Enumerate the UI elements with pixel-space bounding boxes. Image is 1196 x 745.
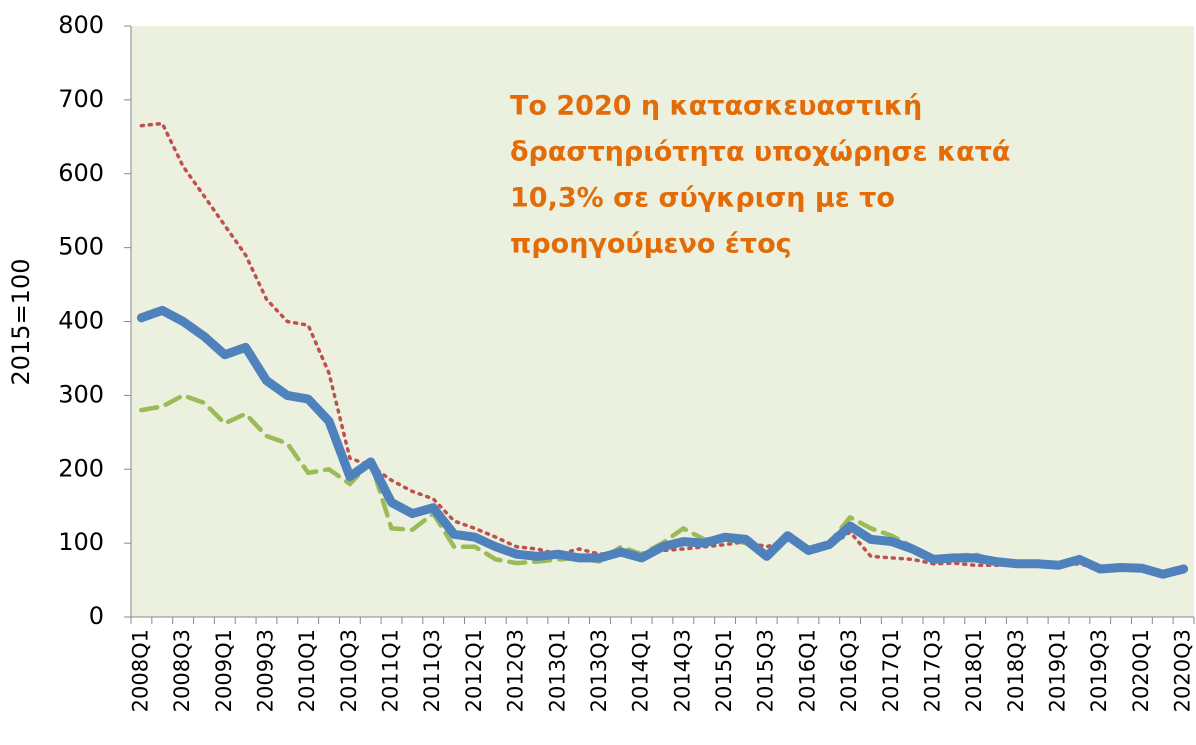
annotation: Το 2020 η κατασκευαστική	[510, 91, 922, 122]
x-tick-label: 2018Q3	[1004, 629, 1028, 712]
x-tick-label: 2020Q1	[1129, 629, 1153, 712]
x-tick-label: 2010Q1	[295, 629, 319, 712]
x-tick-label: 2015Q1	[712, 629, 736, 712]
y-tick-label: 200	[58, 454, 104, 482]
series-line	[136, 305, 1189, 579]
y-tick-label: 500	[58, 233, 104, 261]
x-tick-label: 2014Q3	[670, 629, 694, 712]
x-tick-label: 2014Q1	[629, 629, 653, 712]
x-tick-label: 2017Q1	[879, 629, 903, 712]
y-axis-label: 2015=100	[7, 259, 35, 386]
plot-area	[131, 26, 1194, 617]
x-tick-label: 2011Q3	[420, 629, 444, 712]
x-tick-label: 2016Q3	[837, 629, 861, 712]
annotation: προηγούμενο έτος	[510, 229, 792, 260]
x-tick-label: 2013Q3	[587, 629, 611, 712]
y-tick-label: 0	[89, 602, 104, 630]
x-tick-label: 2013Q1	[545, 629, 569, 712]
x-tick-label: 2018Q1	[962, 629, 986, 712]
y-tick-label: 700	[58, 85, 104, 113]
x-tick-label: 2016Q1	[795, 629, 819, 712]
x-tick-label: 2011Q1	[379, 629, 403, 712]
annotation: 10,3% σε σύγκριση με το	[510, 183, 895, 214]
series-line	[139, 121, 1186, 575]
y-tick-label: 800	[58, 11, 104, 39]
y-tick-label: 400	[58, 307, 104, 335]
y-tick-label: 100	[58, 528, 104, 556]
x-tick-label: 2009Q1	[212, 629, 236, 712]
x-tick-label: 2019Q1	[1046, 629, 1070, 712]
x-tick-label: 2020Q3	[1171, 629, 1195, 712]
x-tick-label: 2019Q3	[1087, 629, 1111, 712]
x-tick-label: 2009Q3	[253, 629, 277, 712]
annotation: δραστηριότητα υποχώρησε κατά	[510, 137, 1010, 168]
x-tick-label: 2017Q3	[920, 629, 944, 712]
x-tick-label: 2015Q3	[754, 629, 778, 712]
x-tick-label: 2008Q1	[128, 629, 152, 712]
x-tick-label: 2012Q1	[462, 629, 486, 712]
y-tick-label: 300	[58, 380, 104, 408]
y-tick-label: 600	[58, 159, 104, 187]
x-tick-label: 2010Q3	[337, 629, 361, 712]
x-tick-label: 2012Q3	[504, 629, 528, 712]
x-tick-label: 2008Q3	[170, 629, 194, 712]
